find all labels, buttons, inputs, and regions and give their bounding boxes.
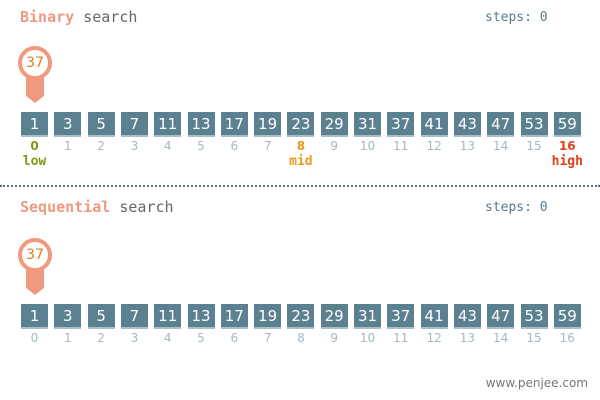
sequential-steps-counter: steps: 0 (485, 200, 548, 215)
array-index: 0 (30, 139, 39, 153)
array-cell: 13 (187, 112, 215, 137)
array-cell: 19 (254, 304, 282, 329)
array-cell: 23 (287, 112, 315, 137)
array-cell: 41 (420, 304, 448, 329)
pin-marker-icon (18, 238, 52, 295)
pointer-label-mid: mid (289, 154, 313, 169)
array-index: 7 (263, 139, 272, 153)
array-index: 13 (459, 331, 476, 345)
array-cell: 1 (21, 112, 48, 137)
array-index: 6 (230, 331, 239, 345)
array-cell: 11 (154, 112, 182, 137)
sequential-target-value: 37 (26, 247, 44, 263)
array-index: 11 (393, 139, 409, 153)
array-index: 6 (230, 139, 239, 153)
array-cell: 13 (187, 304, 215, 329)
array-cell: 19 (254, 112, 282, 137)
array-index: 3 (130, 331, 139, 345)
binary-steps-counter: steps: 0 (485, 10, 548, 25)
binary-target-value: 37 (26, 55, 44, 71)
array-cell: 3 (54, 112, 82, 137)
array-cell: 37 (387, 112, 415, 137)
array-cell: 43 (453, 112, 481, 137)
array-index: 13 (459, 139, 476, 153)
array-index: 8 (297, 331, 305, 345)
array-cell: 3 (54, 304, 82, 329)
array-cell: 7 (120, 112, 148, 137)
array-cell: 29 (320, 304, 348, 329)
array-index: 1 (63, 139, 72, 153)
array-cell: 53 (520, 304, 548, 329)
array-index: 11 (393, 331, 409, 345)
array-index: 10 (359, 331, 376, 345)
array-index: 2 (97, 331, 105, 345)
array-cell: 11 (154, 304, 182, 329)
array-index: 16 (559, 331, 575, 345)
array-index: 14 (493, 139, 509, 153)
array-cell: 47 (487, 112, 515, 137)
array-cell: 5 (87, 304, 115, 329)
array-index: 15 (526, 331, 542, 345)
array-index: 5 (197, 331, 205, 345)
array-index: 14 (493, 331, 509, 345)
array-index: 8 (296, 139, 306, 153)
array-index: 5 (197, 139, 205, 153)
sequential-target-pin: 37 (18, 238, 52, 300)
binary-search-title: Binary search (20, 8, 138, 26)
array-index: 7 (263, 331, 272, 345)
array-index: 9 (330, 331, 338, 345)
array-index: 12 (426, 139, 442, 153)
array-index: 2 (97, 139, 105, 153)
pointer-label-high: high (551, 154, 583, 169)
sequential-search-title: Sequential search (20, 198, 174, 216)
array-cell: 31 (354, 304, 381, 329)
array-index: 4 (163, 139, 172, 153)
array-index: 0 (30, 331, 39, 345)
array-index: 12 (426, 331, 442, 345)
array-cell: 1 (21, 304, 48, 329)
array-index: 3 (130, 139, 139, 153)
array-index: 1 (63, 331, 72, 345)
array-cell: 23 (287, 304, 315, 329)
array-cell: 47 (487, 304, 515, 329)
array-cell: 43 (453, 304, 481, 329)
array-cell: 59 (553, 304, 581, 329)
binary-target-pin: 37 (18, 46, 52, 108)
array-cell: 7 (120, 304, 148, 329)
footer-credit: www.penjee.com (485, 376, 588, 390)
array-index: 4 (163, 331, 172, 345)
array-index: 10 (359, 139, 376, 153)
array-cell: 41 (420, 112, 448, 137)
array-cell: 59 (553, 112, 581, 137)
array-cell: 5 (87, 112, 115, 137)
array-cell: 31 (354, 112, 381, 137)
pointer-label-low: low (22, 154, 47, 169)
array-index: 9 (330, 139, 338, 153)
array-index: 15 (526, 139, 542, 153)
array-cell: 17 (220, 304, 248, 329)
array-index: 16 (558, 139, 576, 153)
array-cell: 53 (520, 112, 548, 137)
array-cell: 17 (220, 112, 248, 137)
array-cell: 29 (320, 112, 348, 137)
section-divider (0, 185, 600, 187)
pin-marker-icon (18, 46, 52, 103)
array-cell: 37 (387, 304, 415, 329)
